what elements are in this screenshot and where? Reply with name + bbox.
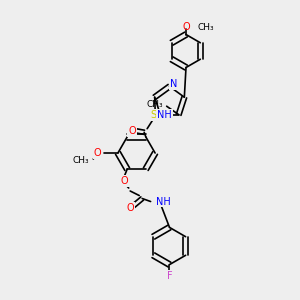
Text: CH₃: CH₃ (73, 156, 89, 165)
Text: O: O (126, 202, 134, 212)
Text: S: S (151, 110, 157, 120)
Text: O: O (120, 176, 128, 186)
Text: O: O (182, 22, 190, 32)
Text: O: O (94, 148, 101, 158)
Text: CH₃: CH₃ (198, 22, 214, 32)
Text: N: N (170, 79, 178, 89)
Text: NH: NH (157, 110, 172, 120)
Text: F: F (167, 271, 172, 281)
Text: O: O (128, 126, 136, 136)
Text: CH₃: CH₃ (146, 100, 163, 109)
Text: NH: NH (156, 196, 170, 206)
